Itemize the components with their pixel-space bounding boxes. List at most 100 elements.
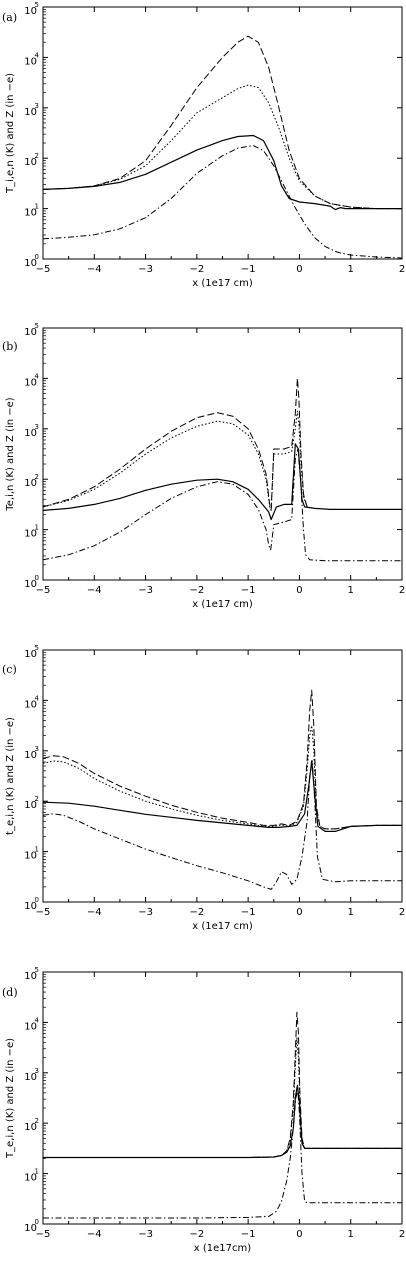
series-line-dotted	[43, 1037, 402, 1158]
panel-label: (b)	[2, 340, 18, 353]
y-tick-label-exponent: 1	[35, 203, 39, 211]
y-tick-label-exponent: 3	[35, 102, 39, 110]
y-tick-label-base: 10	[24, 971, 37, 982]
y-axis-label: t_e,i,n (K) and Z (in −e)	[5, 717, 16, 835]
y-tick-label-exponent: 5	[35, 644, 39, 652]
y-tick-label-exponent: 2	[35, 473, 39, 481]
x-tick-label: −4	[87, 264, 102, 275]
x-tick-label: 1	[348, 264, 354, 275]
y-tick-label-base: 10	[24, 1072, 37, 1083]
series-line-dashed	[42, 689, 402, 830]
x-tick-label: −4	[87, 907, 102, 918]
x-tick-label: 1	[348, 585, 354, 596]
series-line-solid	[42, 760, 402, 832]
y-tick-label-base: 10	[24, 1223, 37, 1234]
y-tick-label-base: 10	[24, 529, 37, 540]
y-tick-label-base: 10	[24, 579, 37, 590]
plot-frame	[42, 649, 403, 903]
x-tick-label: −2	[189, 264, 204, 275]
y-tick-label-base: 10	[24, 851, 37, 862]
y-tick-label-base: 10	[24, 56, 37, 67]
series-line-dashdot	[42, 145, 403, 259]
series-line-dashed	[42, 35, 402, 210]
x-tick-label: −1	[241, 1229, 256, 1240]
y-tick-label-exponent: 1	[35, 846, 39, 854]
series-line-dotted	[42, 84, 402, 210]
y-tick-label-base: 10	[24, 478, 37, 489]
panel-label: (a)	[2, 11, 17, 24]
y-tick-label-exponent: 4	[35, 1016, 40, 1024]
series-line-dashdot	[43, 1089, 402, 1219]
x-tick-label: −2	[189, 1229, 204, 1240]
y-tick-label-exponent: 2	[35, 152, 39, 160]
y-tick-label-base: 10	[24, 377, 37, 388]
x-tick-label: −3	[138, 585, 153, 596]
y-tick-label-exponent: 0	[35, 896, 39, 904]
x-tick-label: 1	[348, 1229, 354, 1240]
y-tick-label-base: 10	[24, 327, 37, 338]
x-tick-label: 1	[348, 907, 354, 918]
plot-frame	[42, 327, 403, 581]
y-tick-label-base: 10	[24, 1021, 37, 1032]
x-tick-label: −3	[138, 1229, 153, 1240]
y-tick-label-exponent: 2	[35, 1117, 39, 1125]
y-axis-label: T_e,i,n (K) and Z (in −e)	[5, 1038, 16, 1159]
series-line-dashed	[42, 377, 308, 510]
y-tick-label-base: 10	[24, 649, 37, 660]
series-line-solid	[42, 134, 402, 211]
x-tick-label: −1	[241, 907, 256, 918]
y-tick-label-base: 10	[24, 6, 37, 17]
y-tick-label-exponent: 4	[35, 694, 40, 702]
y-tick-label-base: 10	[24, 750, 37, 761]
series-line-dotted	[42, 725, 402, 830]
x-tick-label: −3	[138, 907, 153, 918]
y-tick-label-exponent: 0	[35, 253, 39, 261]
plot-frame	[42, 971, 403, 1225]
x-tick-label: −5	[36, 1229, 51, 1240]
y-tick-label-exponent: 4	[35, 51, 40, 59]
y-tick-label-base: 10	[24, 428, 37, 439]
panel-label: (d)	[2, 986, 18, 999]
series-line-dashdot	[42, 448, 402, 562]
x-tick-label: −5	[36, 585, 51, 596]
x-tick-label: 0	[296, 907, 302, 918]
y-tick-label-exponent: 3	[35, 423, 39, 431]
x-axis-label: x (1e17 cm)	[192, 599, 253, 610]
x-tick-label: −5	[36, 907, 51, 918]
x-tick-label: −1	[241, 264, 256, 275]
x-tick-label: 2	[399, 585, 405, 596]
x-tick-label: −3	[138, 264, 153, 275]
x-tick-label: 0	[296, 264, 302, 275]
y-tick-label-exponent: 0	[35, 1218, 39, 1226]
plot-frame	[42, 6, 403, 260]
x-axis-label: x (1e17cm)	[194, 1243, 251, 1254]
y-tick-label-exponent: 2	[35, 795, 39, 803]
y-tick-label-base: 10	[24, 800, 37, 811]
y-tick-label-exponent: 3	[35, 745, 39, 753]
y-tick-label-exponent: 5	[35, 966, 39, 974]
y-tick-label-base: 10	[24, 1122, 37, 1133]
panel-label: (c)	[2, 663, 17, 676]
x-tick-label: −4	[87, 585, 102, 596]
y-tick-label-exponent: 1	[35, 524, 39, 532]
series-line-dotted	[42, 410, 308, 511]
x-tick-label: −5	[36, 264, 51, 275]
series-line-solid	[43, 1084, 402, 1159]
x-tick-label: −2	[189, 907, 204, 918]
x-tick-label: 2	[399, 907, 405, 918]
x-tick-label: 0	[296, 1229, 302, 1240]
y-axis-label: Te,i,n (K) and Z (in −e)	[5, 397, 16, 512]
y-tick-label-exponent: 4	[35, 372, 40, 380]
x-axis-label: x (1e17 cm)	[192, 278, 253, 289]
x-tick-label: 2	[399, 264, 405, 275]
y-tick-label-base: 10	[24, 699, 37, 710]
series-line-dashed	[43, 1011, 402, 1158]
x-tick-label: 0	[296, 585, 302, 596]
y-tick-label-exponent: 3	[35, 1067, 39, 1075]
y-tick-label-base: 10	[24, 208, 37, 219]
